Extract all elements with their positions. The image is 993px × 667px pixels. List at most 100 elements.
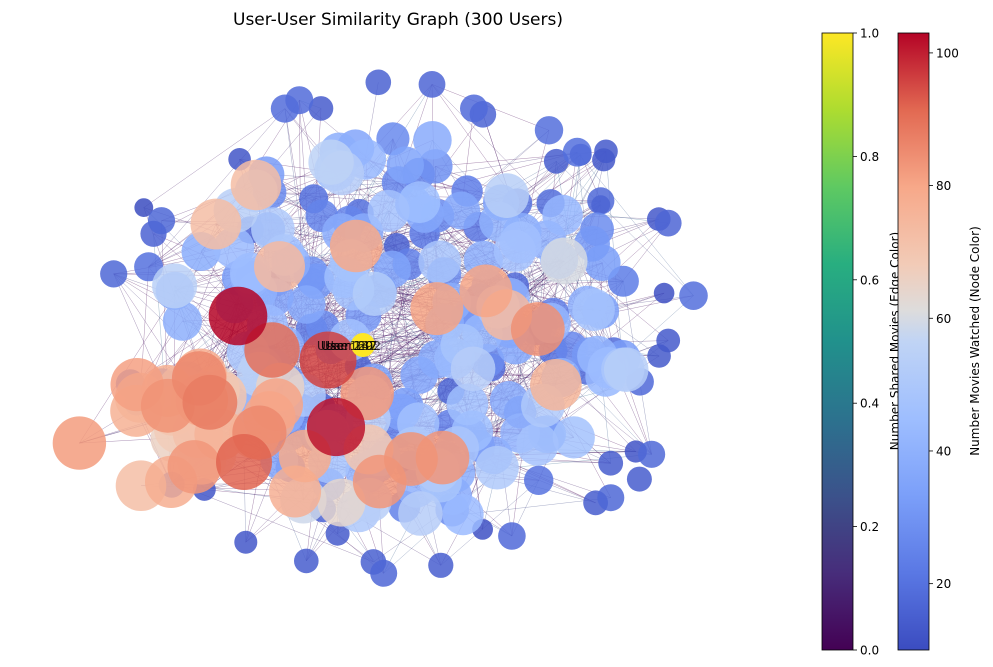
user-node[interactable] (543, 148, 569, 174)
user-node[interactable] (413, 121, 452, 160)
user-node[interactable] (493, 229, 536, 272)
nodes-layer (52, 69, 708, 587)
colorbar-tick-label: 0.4 (860, 397, 879, 411)
colorbar-tick-label: 0.2 (860, 520, 879, 534)
user-node[interactable] (386, 146, 424, 184)
user-node[interactable] (653, 282, 675, 304)
user-node[interactable] (152, 263, 198, 309)
colorbar-tick-label: 0.6 (860, 273, 879, 287)
user-node[interactable] (100, 260, 128, 288)
user-node[interactable] (562, 137, 592, 167)
colorbar-tick-label: 0.8 (860, 150, 879, 164)
user-node[interactable] (540, 237, 588, 285)
user-node[interactable] (167, 440, 222, 494)
user-node[interactable] (598, 450, 624, 476)
colorbar-tick-label: 60 (936, 312, 951, 326)
user-node[interactable] (552, 416, 595, 459)
user-node[interactable] (410, 282, 464, 336)
user-node[interactable] (418, 71, 446, 98)
colorbar-tick-label: 100 (936, 46, 959, 60)
user-node[interactable] (325, 521, 350, 546)
user-node[interactable] (370, 559, 398, 587)
user-node[interactable] (534, 116, 564, 145)
user-node[interactable] (656, 328, 681, 353)
user-node[interactable] (270, 94, 299, 123)
user-node[interactable] (230, 159, 282, 211)
user-node[interactable] (251, 207, 295, 251)
user-node[interactable] (489, 381, 529, 420)
user-node[interactable] (450, 346, 496, 392)
user-node[interactable] (460, 94, 488, 123)
highlighted-user-label: User 237 (321, 338, 377, 353)
user-node[interactable] (442, 493, 484, 536)
user-node[interactable] (428, 552, 454, 578)
edge (472, 309, 594, 432)
user-node[interactable] (484, 173, 529, 219)
colorbar-tick-label: 80 (936, 179, 951, 193)
user-node[interactable] (475, 445, 519, 490)
user-node[interactable] (459, 264, 513, 318)
user-node[interactable] (365, 69, 392, 96)
edge (577, 152, 694, 296)
user-node[interactable] (52, 416, 107, 470)
user-node[interactable] (542, 194, 583, 236)
user-node[interactable] (299, 331, 357, 389)
user-node[interactable] (208, 286, 268, 346)
user-node[interactable] (530, 359, 582, 411)
user-node[interactable] (216, 434, 272, 490)
user-node[interactable] (306, 397, 366, 457)
user-node[interactable] (329, 219, 383, 273)
user-node[interactable] (638, 440, 666, 468)
edge (143, 108, 286, 208)
node-colorbar-gradient (897, 32, 930, 651)
edge-colorbar: 0.00.20.40.60.81.0 Number Shared Movies … (821, 27, 902, 658)
user-node[interactable] (679, 281, 708, 311)
user-node[interactable] (308, 139, 354, 185)
user-node[interactable] (654, 209, 682, 237)
user-node[interactable] (234, 530, 258, 554)
user-node[interactable] (603, 347, 649, 393)
chart-title: User-User Similarity Graph (300 Users) (233, 10, 563, 30)
highlighted-user-label: User 69 (325, 338, 373, 353)
edge-colorbar-ticks: 0.0 0.2 0.4 0.6 0.8 1.0 (853, 27, 879, 658)
edge-colorbar-gradient (821, 32, 854, 651)
user-node[interactable] (572, 288, 615, 332)
highlighted-user-label: User 142 (321, 338, 377, 353)
user-node[interactable] (510, 302, 565, 356)
user-node[interactable] (308, 96, 334, 121)
user-node[interactable] (134, 198, 154, 218)
colorbar-tick-label: 40 (936, 444, 951, 458)
user-node[interactable] (597, 484, 625, 512)
user-node[interactable] (162, 301, 202, 341)
user-node[interactable] (352, 271, 397, 316)
user-node[interactable] (446, 383, 489, 426)
user-node[interactable] (367, 189, 410, 233)
user-node[interactable] (384, 432, 438, 486)
user-node[interactable] (584, 244, 621, 281)
user-node[interactable] (587, 187, 615, 215)
user-node[interactable] (287, 285, 326, 324)
node-colorbar-ticks: 20 40 60 80 100 (929, 46, 959, 591)
user-node[interactable] (524, 465, 554, 495)
user-node[interactable] (182, 374, 238, 430)
user-node[interactable] (626, 466, 652, 492)
colorbar-tick-label: 1.0 (860, 27, 879, 41)
user-node[interactable] (398, 491, 443, 536)
edge (284, 108, 312, 275)
user-node[interactable] (516, 423, 559, 466)
user-node[interactable] (147, 207, 176, 235)
user-node[interactable] (498, 522, 526, 550)
user-node[interactable] (317, 478, 366, 527)
highlighted-user-node[interactable] (351, 333, 375, 357)
user-node[interactable] (254, 241, 305, 293)
user-node[interactable] (442, 191, 481, 230)
user-node[interactable] (190, 198, 242, 250)
user-node[interactable] (294, 548, 319, 574)
user-node[interactable] (594, 139, 618, 164)
node-colorbar-label: Number Movies Watched (Node Color) (968, 226, 982, 456)
user-node[interactable] (418, 240, 462, 284)
edge (562, 215, 615, 352)
highlighted-user-label: User 1202 (317, 338, 381, 353)
